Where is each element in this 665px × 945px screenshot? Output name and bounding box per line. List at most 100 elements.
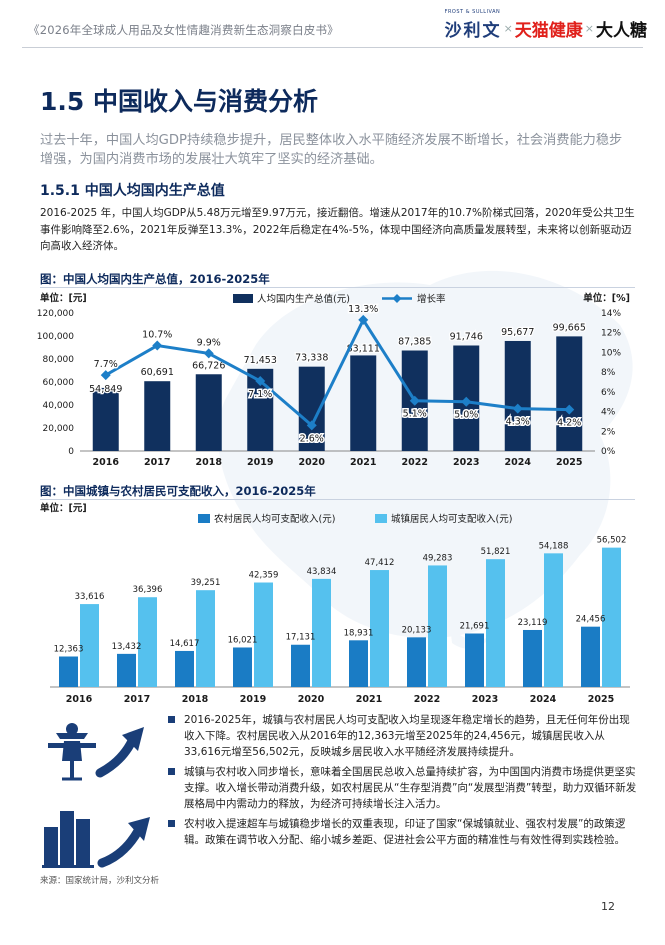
analysis-bullets: 2016-2025年，城镇与农村居民人均可支配收入均呈现逐年稳定增长的趋势，且无… xyxy=(168,712,638,852)
logo-separator: × xyxy=(584,22,594,35)
urban-income-bar xyxy=(544,553,563,687)
urban-income-bar xyxy=(428,565,447,687)
growth-point xyxy=(100,370,111,381)
gdp-value-label: 60,691 xyxy=(141,367,174,378)
y-axis-right-unit: 单位：[%] xyxy=(583,292,630,304)
subsection-body: 2016-2025 年，中国人均GDP从5.48万元增至9.97万元，接近翻倍。… xyxy=(40,207,635,252)
legend-label-rural: 农村居民人均可支配收入(元) xyxy=(214,513,335,525)
gdp-value-label: 91,746 xyxy=(450,331,483,342)
rural-value-label: 24,456 xyxy=(576,615,606,625)
urban-income-bar xyxy=(486,559,505,687)
urban-value-label: 49,283 xyxy=(423,553,453,563)
y-tick-left: 120,000 xyxy=(37,309,74,319)
buildings-icon xyxy=(42,811,94,868)
urban-value-label: 33,616 xyxy=(75,592,105,602)
rural-income-bar xyxy=(59,656,78,687)
x-tick-label: 2016 xyxy=(66,694,93,705)
rural-income-bar xyxy=(523,629,542,687)
legend-label-gdp: 人均国内生产总值(元) xyxy=(257,293,350,305)
urban-value-label: 42,359 xyxy=(249,571,279,581)
bullet-marker xyxy=(168,768,175,775)
urban-income-bar xyxy=(370,570,389,687)
x-tick-label: 2025 xyxy=(556,457,582,468)
growth-point xyxy=(512,403,523,414)
rural-value-label: 13,432 xyxy=(112,642,142,652)
legend-marker-growth xyxy=(392,294,402,303)
rural-income-bar xyxy=(233,647,252,687)
rural-income-bar xyxy=(291,644,310,687)
bullet-item: 2016-2025年，城镇与农村居民人均可支配收入均呈现逐年稳定增长的趋势，且无… xyxy=(168,712,638,760)
growth-arrow-icon xyxy=(97,817,150,868)
growth-value-label: 5.1% xyxy=(403,409,427,420)
x-tick-label: 2018 xyxy=(182,694,209,705)
figure-2-rule xyxy=(40,499,635,500)
y-tick-left: 80,000 xyxy=(43,355,75,365)
bullet-marker xyxy=(168,716,175,723)
x-tick-label: 2021 xyxy=(356,694,382,705)
gdp-value-label: 87,385 xyxy=(398,337,431,348)
rural-income-bar xyxy=(117,653,136,687)
gdp-value-label: 66,726 xyxy=(192,360,225,371)
legend-label-urban: 城镇居民人均可支配收入(元) xyxy=(391,513,512,525)
x-tick-label: 2018 xyxy=(196,457,223,468)
gdp-value-label: 83,111 xyxy=(347,343,380,354)
bullet-text: 2016-2025年，城镇与农村居民人均可支配收入均呈现逐年稳定增长的趋势，且无… xyxy=(184,714,630,758)
urban-income-bar xyxy=(312,578,331,687)
growth-value-label: 13.3% xyxy=(348,304,378,315)
bullet-marker xyxy=(168,820,175,827)
gdp-per-capita-chart: 单位：[元] 单位：[%] 人均国内生产总值(元) 增长率 0 20,000 40,000 6… xyxy=(37,292,630,468)
gdp-bar xyxy=(350,355,377,451)
urban-income-bar xyxy=(196,590,215,687)
partner-logos: FROST & SULLIVAN 沙利文 × 天猫健康 × 大人糖 xyxy=(445,9,647,41)
y-tick-right: 6% xyxy=(601,388,616,398)
source-note: 来源：国家统计局，沙利文分析 xyxy=(40,876,160,886)
section-intro: 过去十年，中国人均GDP持续稳步提升，居民整体收入水平随经济发展不断增长，社会消… xyxy=(40,133,623,167)
figure-2-title: 图：中国城镇与农村居民可支配收入，2016-2025年 xyxy=(40,484,316,498)
report-title: 《2026年全球成人用品及女性情趣消费新生态洞察白皮书》 xyxy=(28,23,339,37)
x-tick-label: 2022 xyxy=(402,457,428,468)
growth-arrow-icon xyxy=(95,727,144,778)
rural-income-bar xyxy=(407,637,426,687)
gdp-value-label: 54,849 xyxy=(89,384,122,395)
x-tick-label: 2019 xyxy=(240,694,266,705)
rural-income-bar xyxy=(581,626,600,687)
growth-value-label: 10.7% xyxy=(142,330,172,341)
darentang-logo: 大人糖 xyxy=(596,21,647,41)
x-tick-label: 2023 xyxy=(472,694,498,705)
rural-income-bar xyxy=(349,640,368,687)
rural-value-label: 23,119 xyxy=(518,618,548,628)
gdp-value-label: 73,338 xyxy=(295,353,328,364)
rural-value-label: 12,363 xyxy=(54,645,84,655)
x-tick-label: 2016 xyxy=(93,457,120,468)
x-tick-label: 2022 xyxy=(414,694,440,705)
figure-1-rule xyxy=(40,287,635,288)
growth-point xyxy=(255,376,266,387)
illustration-panel xyxy=(42,723,150,868)
growth-point xyxy=(564,404,575,415)
growth-point xyxy=(358,314,369,325)
legend-swatch-gdp xyxy=(233,294,253,303)
growth-point xyxy=(203,348,214,359)
growth-point xyxy=(461,396,472,407)
rural-value-label: 18,931 xyxy=(344,628,374,638)
y-tick-left: 100,000 xyxy=(37,332,74,342)
x-tick-label: 2021 xyxy=(350,457,376,468)
urban-value-label: 36,396 xyxy=(133,585,163,595)
gdp-value-label: 95,677 xyxy=(501,327,534,338)
gdp-bar xyxy=(556,336,583,451)
growth-value-label: 4.3% xyxy=(506,417,530,428)
urban-income-bar xyxy=(602,547,621,687)
rural-income-bar xyxy=(175,650,194,687)
growth-point xyxy=(152,340,163,351)
gdp-bar xyxy=(144,381,171,451)
growth-value-label: 7.7% xyxy=(94,359,118,370)
x-tick-label: 2017 xyxy=(124,694,150,705)
y-axis-unit: 单位：[元] xyxy=(40,502,87,514)
growth-value-label: 4.2% xyxy=(557,418,581,429)
disposable-income-chart: 单位：[元] 农村居民人均可支配收入(元) 城镇居民人均可支配收入(元) 12,363… xyxy=(40,502,630,705)
gdp-bar xyxy=(195,374,222,451)
tmall-health-logo: 天猫健康 xyxy=(514,21,583,41)
urban-income-bar xyxy=(80,604,99,687)
growth-value-label: 2.6% xyxy=(300,433,324,444)
growth-point xyxy=(306,420,317,431)
